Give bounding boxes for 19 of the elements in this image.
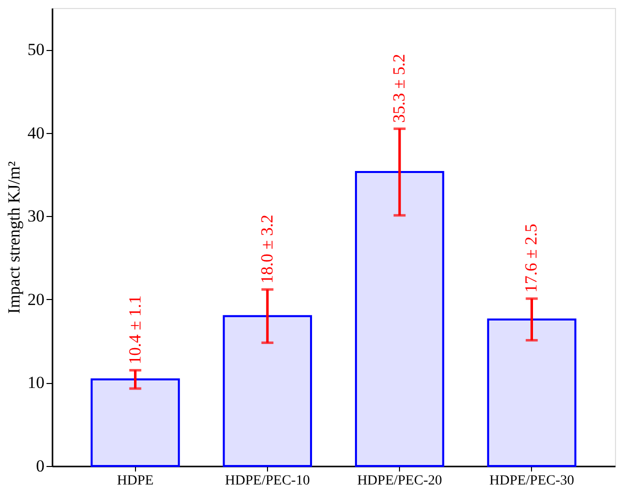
data-label: 18.0 ± 3.2 [257, 214, 276, 284]
y-tick-label: 50 [28, 40, 44, 60]
y-tick-label: 20 [28, 290, 44, 309]
data-label: 17.6 ± 2.5 [522, 224, 541, 293]
y-tick-label: 30 [28, 206, 44, 226]
y-axis-title: Impact strength KJ/m² [4, 161, 24, 314]
bar [354, 171, 444, 467]
y-tick-label: 40 [28, 123, 44, 142]
bar [90, 378, 180, 467]
x-tick-label: HDPE/PEC-10 [225, 474, 310, 488]
y-tick-label: 0 [36, 456, 44, 476]
x-tick-label: HDPE/PEC-20 [357, 474, 442, 488]
bar [487, 318, 576, 467]
data-label: 10.4 ± 1.1 [125, 295, 144, 364]
x-tick-label: HDPE/PEC-30 [489, 474, 574, 488]
y-tick-label: 10 [28, 373, 44, 392]
bar [222, 315, 312, 467]
x-tick-label: HDPE [116, 474, 154, 488]
data-label: 35.3 ± 5.2 [390, 54, 409, 123]
